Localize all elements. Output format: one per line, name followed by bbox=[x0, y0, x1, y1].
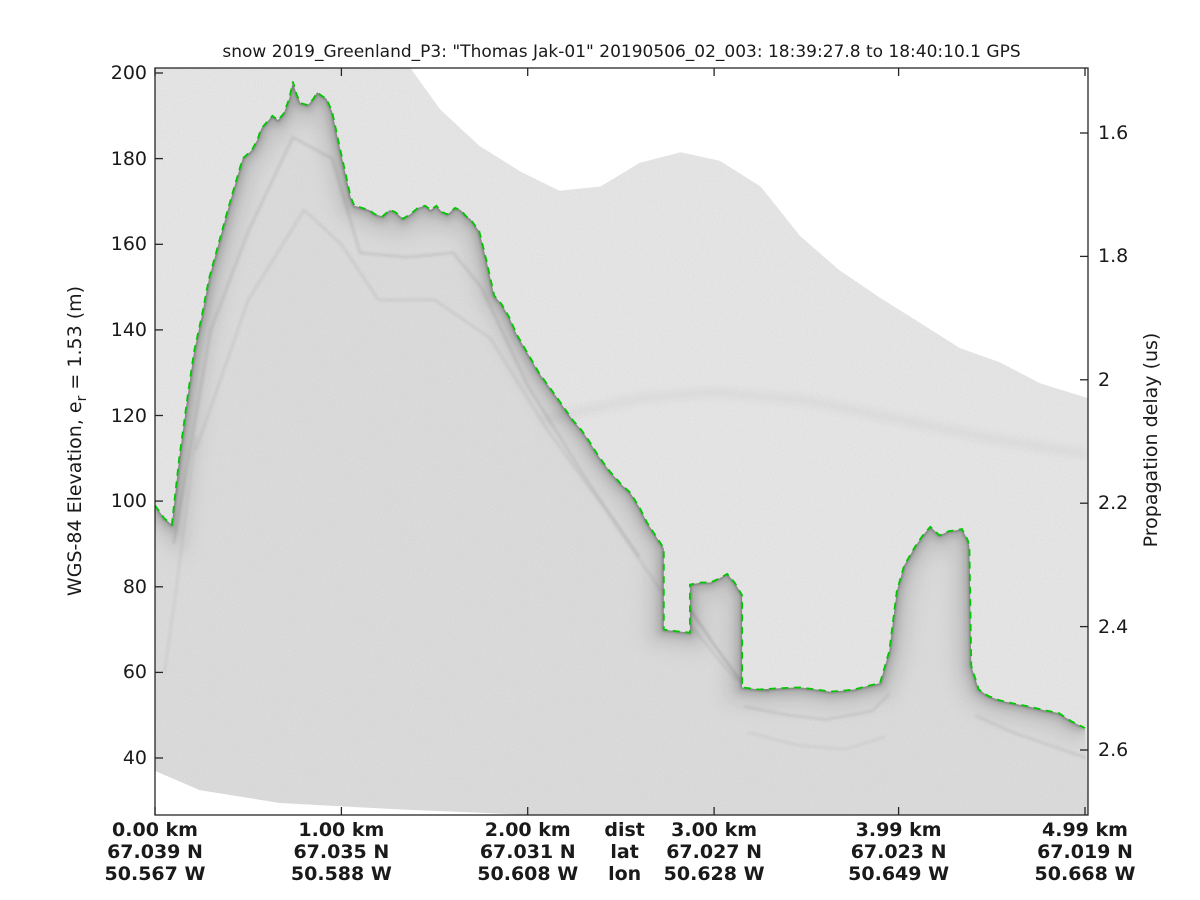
left-tick-label: 160 bbox=[110, 233, 147, 256]
x-label-lat: lat bbox=[610, 841, 639, 863]
x-label-dist: 3.00 km bbox=[671, 819, 758, 841]
no-data-region-bottom-left bbox=[155, 770, 521, 815]
x-tick-label-column: 3.99 km 67.023 N 50.649 W bbox=[824, 819, 974, 885]
no-data-region-top bbox=[410, 68, 1088, 399]
left-tick-label: 40 bbox=[122, 747, 147, 769]
x-label-lon: 50.588 W bbox=[290, 863, 392, 885]
x-label-lat: 67.035 N bbox=[293, 841, 390, 863]
x-label-dist: dist bbox=[604, 819, 645, 841]
right-tick-label: 2.4 bbox=[1098, 615, 1129, 638]
x-tick-label-column: 3.00 km 67.027 N 50.628 W bbox=[639, 819, 789, 885]
x-label-lon: 50.608 W bbox=[477, 863, 579, 885]
x-label-lon: 50.567 W bbox=[104, 863, 206, 885]
chart-title: snow 2019_Greenland_P3: "Thomas Jak-01" … bbox=[222, 42, 1021, 62]
x-label-lon: 50.628 W bbox=[663, 863, 765, 885]
x-tick-label-column: 2.00 km 67.031 N 50.608 W bbox=[453, 819, 603, 885]
x-label-lat: 67.019 N bbox=[1037, 841, 1133, 863]
right-tick-label: 1.6 bbox=[1098, 122, 1129, 144]
left-tick-label: 120 bbox=[110, 404, 147, 427]
echogram-image bbox=[155, 68, 1088, 815]
x-tick-label-column: 1.00 km 67.035 N 50.588 W bbox=[266, 819, 416, 885]
axes-box bbox=[154, 67, 1089, 816]
right-tick-label: 1.8 bbox=[1098, 245, 1129, 268]
right-tick-label: 2 bbox=[1098, 368, 1111, 391]
x-label-lat: 67.027 N bbox=[666, 841, 763, 863]
x-label-dist: 4.99 km bbox=[1042, 819, 1128, 841]
x-label-lon: lon bbox=[608, 863, 642, 885]
x-label-dist: 3.99 km bbox=[855, 819, 942, 841]
x-label-dist: 2.00 km bbox=[484, 819, 571, 841]
right-tick-label: 2.6 bbox=[1098, 739, 1129, 761]
left-axis-label-subscript: r bbox=[73, 395, 90, 402]
x-label-lat: 67.039 N bbox=[107, 841, 203, 863]
left-tick-label: 180 bbox=[110, 147, 147, 170]
x-tick-label-column: 0.00 km 67.039 N 50.567 W bbox=[80, 819, 230, 885]
left-tick-label: 100 bbox=[110, 490, 147, 513]
x-label-lat: 67.023 N bbox=[850, 841, 947, 863]
x-tick-label-column: 4.99 km 67.019 N 50.668 W bbox=[1010, 819, 1160, 885]
left-tick-label: 80 bbox=[122, 575, 147, 598]
left-tick-label: 200 bbox=[110, 62, 147, 84]
left-tick-label: 60 bbox=[122, 661, 147, 684]
x-axis-row-legend: dist lat lon bbox=[550, 819, 700, 885]
x-label-lon: 50.649 W bbox=[848, 863, 950, 885]
right-tick-label: 2.2 bbox=[1098, 492, 1129, 515]
x-label-dist: 0.00 km bbox=[112, 819, 198, 841]
surface-multiple-band bbox=[540, 388, 1088, 458]
x-label-lon: 50.668 W bbox=[1034, 863, 1136, 885]
surface-pick-line bbox=[155, 81, 1086, 729]
left-tick-label: 140 bbox=[110, 318, 147, 341]
x-label-lat: 67.031 N bbox=[479, 841, 576, 863]
x-label-dist: 1.00 km bbox=[298, 819, 385, 841]
